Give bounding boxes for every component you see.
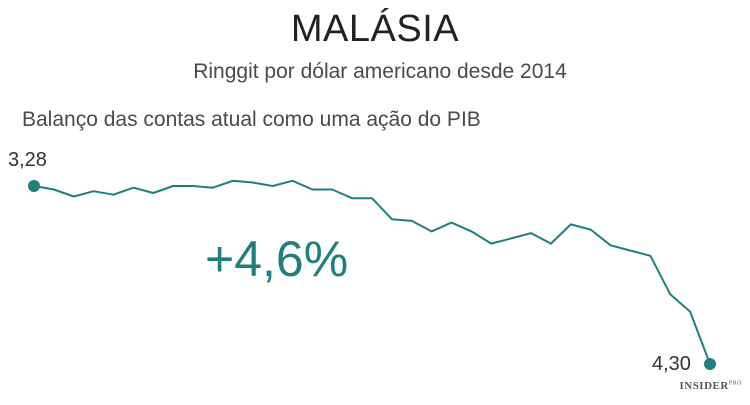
start-point <box>28 180 40 192</box>
end-point <box>704 358 716 370</box>
chart-title: MALÁSIA <box>290 8 460 50</box>
chart-subtitle: Ringgit por dólar americano desde 2014 <box>193 60 567 83</box>
brand-name: INSIDER <box>679 380 729 392</box>
change-annotation: +4,6% <box>205 231 348 287</box>
brand-suffix: PRO <box>728 380 742 387</box>
series-points <box>34 181 710 364</box>
series-line <box>33 179 711 365</box>
start-value-label: 3,28 <box>8 149 47 171</box>
y-axis-label: Balanço das contas atual como uma ação d… <box>22 108 481 131</box>
end-value-label: 4,30 <box>652 353 691 375</box>
brand-logo: INSIDERPRO <box>679 380 742 392</box>
